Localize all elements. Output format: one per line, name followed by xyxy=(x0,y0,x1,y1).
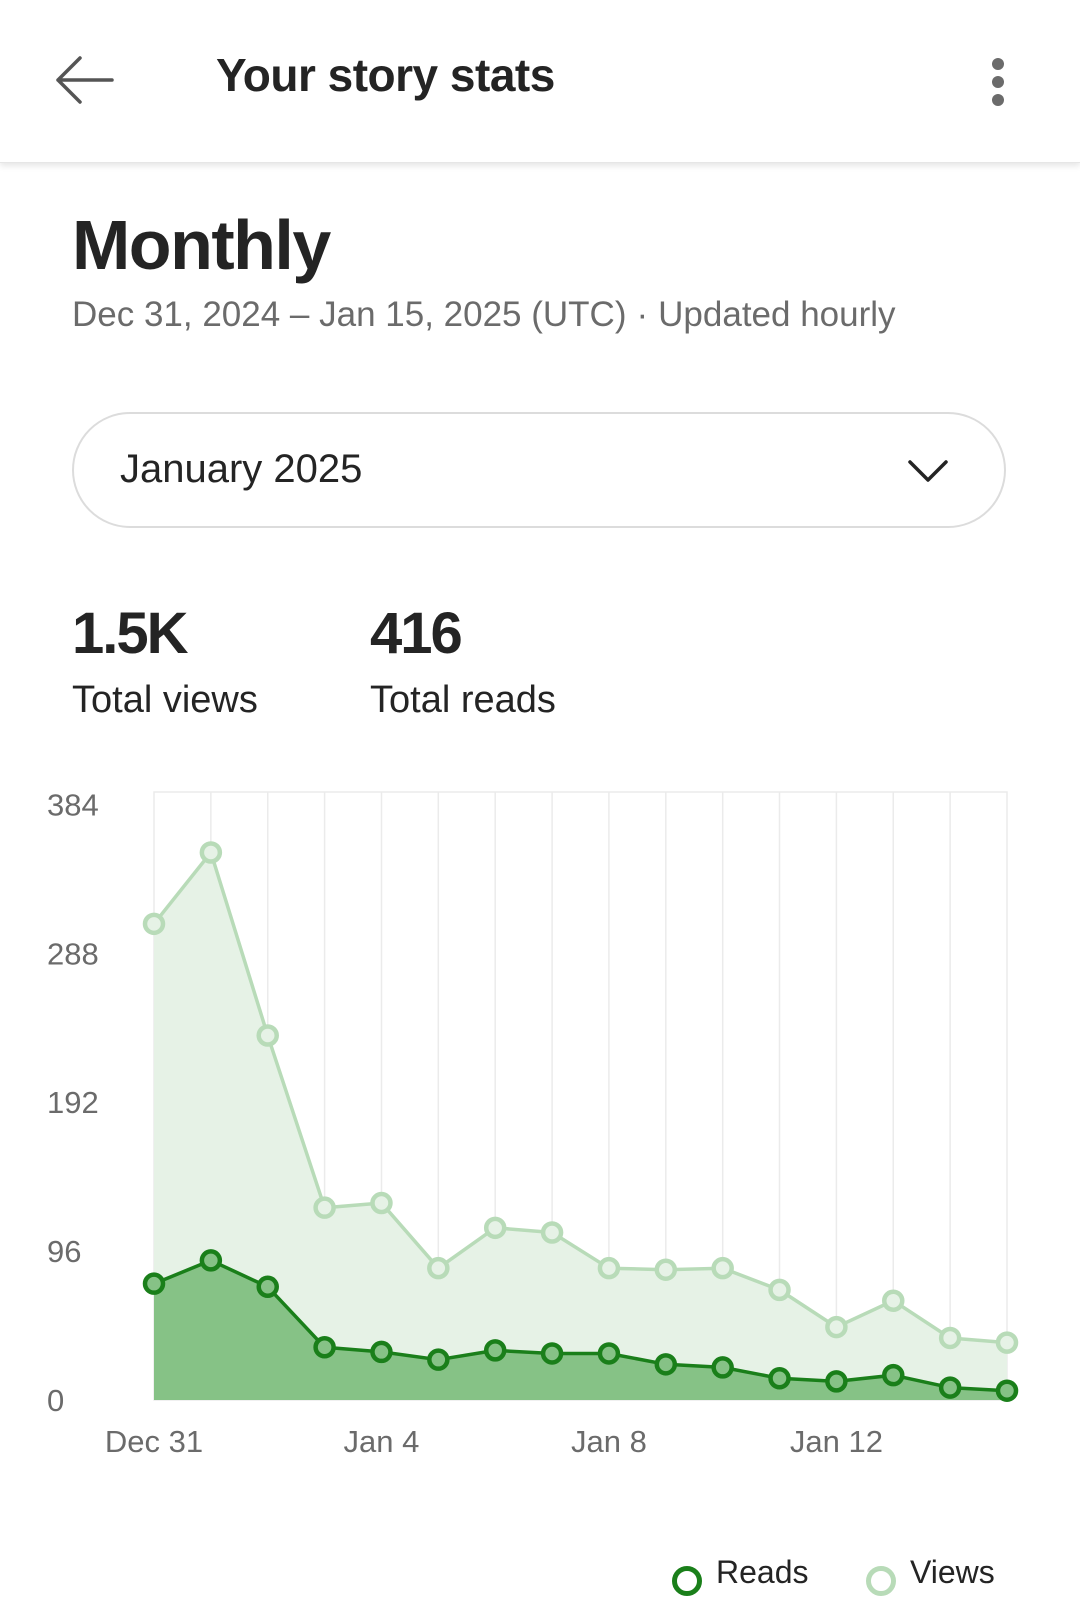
total-reads-label: Total reads xyxy=(370,679,556,721)
point-views xyxy=(768,1278,791,1302)
stats-period-heading: Monthly xyxy=(72,206,331,284)
chevron-down-icon xyxy=(908,460,948,482)
point-reads xyxy=(256,1275,279,1299)
point-reads xyxy=(768,1367,791,1390)
legend-views-label: Views xyxy=(910,1554,995,1590)
point-reads xyxy=(654,1353,678,1376)
point-reads xyxy=(313,1336,336,1359)
point-views xyxy=(483,1216,507,1240)
point-views xyxy=(313,1196,336,1219)
separator-dot: · xyxy=(636,295,649,334)
point-views xyxy=(370,1191,393,1215)
y-tick-label: 0 xyxy=(47,1383,64,1418)
point-views xyxy=(597,1256,621,1280)
chart-points xyxy=(142,841,1019,1402)
back-button[interactable] xyxy=(50,50,120,110)
x-tick-label: Jan 4 xyxy=(344,1424,420,1459)
y-tick-label: 96 xyxy=(47,1234,81,1269)
arrow-left-icon xyxy=(56,56,114,104)
chart-legend: Reads Views xyxy=(0,1554,1080,1600)
legend-reads-label: Reads xyxy=(716,1554,809,1590)
total-views-value: 1.5K xyxy=(72,601,189,666)
total-reads-stat: 416 Total reads xyxy=(370,602,556,722)
month-selector[interactable]: January 2025 xyxy=(72,412,1006,528)
more-options-button[interactable] xyxy=(974,52,1022,112)
legend-views-marker xyxy=(866,1566,896,1596)
x-tick-label: Dec 31 xyxy=(105,1424,203,1459)
chart-areas xyxy=(154,852,1007,1400)
point-reads xyxy=(199,1249,223,1272)
point-reads xyxy=(711,1356,734,1379)
point-views xyxy=(825,1315,848,1339)
point-views xyxy=(938,1326,962,1350)
point-views xyxy=(882,1289,905,1312)
point-views xyxy=(427,1256,450,1280)
legend-reads-marker xyxy=(672,1566,702,1596)
point-reads xyxy=(483,1339,507,1362)
date-range: Dec 31, 2024 – Jan 15, 2025 (UTC) xyxy=(72,295,627,334)
point-views xyxy=(256,1024,279,1047)
point-reads xyxy=(142,1272,166,1295)
page-title: Your story stats xyxy=(216,49,555,101)
area-reads xyxy=(154,1260,1007,1400)
point-views xyxy=(654,1258,678,1281)
line-views xyxy=(152,850,1008,1345)
point-reads xyxy=(882,1363,905,1387)
total-views-label: Total views xyxy=(72,679,258,721)
x-tick-label: Jan 12 xyxy=(790,1424,883,1459)
point-reads xyxy=(995,1379,1019,1402)
point-reads xyxy=(427,1348,450,1371)
month-selector-value: January 2025 xyxy=(120,447,363,491)
total-views-stat: 1.5K Total views xyxy=(72,602,258,722)
y-tick-label: 384 xyxy=(47,787,99,822)
line-reads xyxy=(153,1258,1008,1393)
views-reads-chart: 384 288 192 96 0 Dec 31 Jan 4 Jan 8 Jan 12 xyxy=(47,787,1019,1459)
point-views xyxy=(540,1221,564,1244)
y-tick-label: 192 xyxy=(47,1085,99,1120)
x-axis-ticks: Dec 31 Jan 4 Jan 8 Jan 12 xyxy=(105,1424,883,1459)
total-reads-value: 416 xyxy=(370,601,463,666)
point-reads xyxy=(825,1370,848,1393)
point-reads xyxy=(540,1342,564,1365)
point-views xyxy=(142,912,166,936)
date-range-line: Dec 31, 2024 – Jan 15, 2025 (UTC) · Update… xyxy=(72,295,896,335)
area-views xyxy=(154,852,1007,1400)
y-axis-ticks: 384 288 192 96 0 xyxy=(47,787,99,1418)
top-app-bar: Your story stats xyxy=(0,0,1080,163)
y-tick-label: 288 xyxy=(47,936,99,971)
x-tick-label: Jan 8 xyxy=(571,1424,647,1459)
point-reads xyxy=(370,1340,393,1364)
point-reads xyxy=(597,1342,621,1365)
point-reads xyxy=(938,1376,962,1399)
point-views xyxy=(711,1256,734,1280)
update-note: Updated hourly xyxy=(658,295,896,334)
point-views xyxy=(199,841,223,864)
chart-lines xyxy=(152,850,1008,1393)
more-vertical-icon xyxy=(992,58,1004,106)
point-views xyxy=(995,1331,1019,1354)
